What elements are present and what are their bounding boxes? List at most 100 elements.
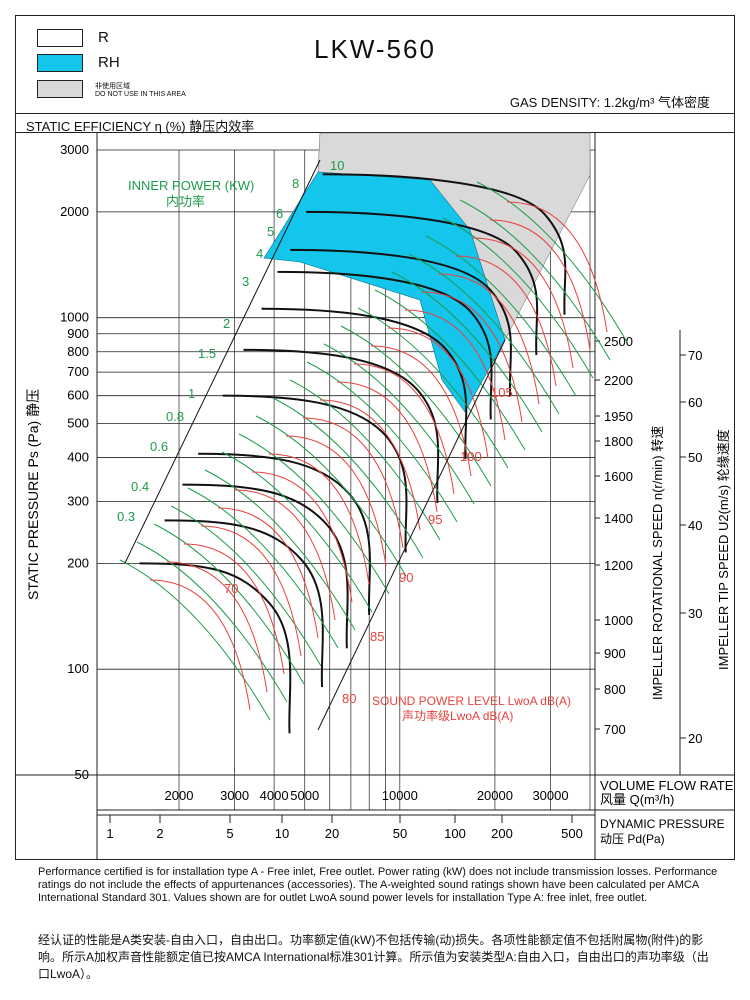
sound-curve [353, 363, 455, 495]
power-label: 0.4 [131, 479, 149, 494]
power-curve [425, 235, 577, 397]
power-curve [255, 415, 407, 577]
speed-tick-label: 1200 [604, 558, 633, 573]
dyn-tick-label: 500 [561, 826, 583, 841]
legend-label-no-use: 非使用区域 DO NOT USE IN THIS AREA [95, 83, 186, 98]
tip-tick-label: 50 [688, 450, 702, 465]
speed-curve [290, 248, 512, 396]
notes-en: Performance certified is for installatio… [38, 866, 718, 904]
tip-tick-label: 20 [688, 731, 702, 746]
speed-tick-label: 1400 [604, 511, 633, 526]
speed-tick-label: 700 [604, 722, 626, 737]
x-tick-label: 5000 [290, 788, 319, 803]
speed-tick-label: 2500 [604, 334, 633, 349]
dyn-axis-title: DYNAMIC PRESSURE [600, 817, 725, 831]
power-curve [323, 343, 475, 505]
power-curve [170, 505, 322, 667]
y-tick-label: 1000 [60, 310, 89, 325]
x-tick-label: 10000 [382, 788, 418, 803]
dyn-tick-label: 200 [491, 826, 513, 841]
tip-axis-title: IMPELLER TIP SPEED U2(m/s) 轮缘速度 [716, 429, 731, 670]
power-label: 10 [330, 158, 344, 173]
y-tick-label: 800 [67, 344, 89, 359]
speed-tick-label: 1950 [604, 409, 633, 424]
sound-curve [370, 345, 472, 477]
sound-label: 85 [370, 629, 384, 644]
speed-tick-label: 1600 [604, 469, 633, 484]
sound-curve [438, 273, 540, 405]
efficiency-divider [15, 132, 735, 133]
power-curve [459, 199, 611, 361]
speed-curve [261, 307, 468, 460]
sound-curve [455, 255, 557, 387]
sound-curve [251, 471, 353, 603]
x-axis-title-cn: 风量 Q(m³/h) [600, 792, 674, 807]
sound-curve [285, 435, 387, 567]
tip-tick-label: 60 [688, 395, 702, 410]
x-tick-label: 4000 [260, 788, 289, 803]
legend-label-r: R [98, 29, 109, 46]
dyn-tick-label: 100 [444, 826, 466, 841]
efficiency-label: STATIC EFFICIENCY η (%) 静压内效率 [26, 119, 255, 134]
x-tick-label: 2000 [165, 788, 194, 803]
power-curve [391, 271, 543, 433]
power-label: 1 [188, 386, 195, 401]
speed-curve [277, 270, 493, 420]
sound-curve [404, 309, 506, 441]
sound-curve [489, 219, 591, 351]
power-label: 8 [292, 176, 299, 191]
power-label: 0.8 [166, 409, 184, 424]
left-boundary [124, 159, 321, 564]
sound-label: 90 [399, 570, 413, 585]
dyn-tick-label: 2 [156, 826, 163, 841]
power-curve [238, 433, 390, 595]
speed-curve [322, 173, 567, 315]
sound-curve [387, 327, 489, 459]
chart-title: LKW-560 [314, 34, 436, 64]
sound-power-label: SOUND POWER LEVEL LwoA dB(A) [372, 694, 571, 708]
sound-curve [472, 237, 574, 369]
x-tick-label: 20000 [477, 788, 513, 803]
dyn-tick-label: 50 [393, 826, 407, 841]
sound-curve [268, 453, 370, 585]
tip-tick-label: 30 [688, 606, 702, 621]
y-tick-label: 200 [67, 555, 89, 570]
y-tick-label: 100 [67, 661, 89, 676]
power-curve [153, 523, 305, 685]
dyn-tick-label: 5 [226, 826, 233, 841]
sound-label: 70 [224, 581, 238, 596]
y-axis-title: STATIC PRESSURE Ps (Pa) 静压 [25, 389, 41, 600]
speed-curve [243, 348, 440, 504]
power-curve [374, 289, 526, 451]
sound-curve [217, 507, 319, 639]
power-curve [272, 397, 424, 559]
chart-frame [15, 15, 735, 860]
power-curve [306, 361, 458, 523]
x-tick-label: 30000 [532, 788, 568, 803]
sound-curve [506, 201, 608, 333]
y-tick-label: 400 [67, 450, 89, 465]
power-curve [408, 253, 560, 415]
legend-label-rh: RH [98, 54, 120, 71]
power-label: 5 [267, 224, 274, 239]
y-tick-label: 900 [67, 326, 89, 341]
sound-curve [149, 579, 251, 711]
sound-label: 105 [491, 385, 513, 400]
speed-axis-title: IMPELLER ROTATIONAL SPEED n(r/min) 转速 [650, 426, 665, 700]
tip-tick-label: 40 [688, 518, 702, 533]
dyn-tick-label: 10 [275, 826, 289, 841]
inner-power-label: INNER POWER (KW) [128, 178, 254, 193]
speed-curve [306, 210, 539, 356]
power-curve [357, 307, 509, 469]
legend-swatch-rh [37, 54, 83, 72]
power-curve [476, 181, 628, 343]
power-label: 0.6 [150, 439, 168, 454]
speed-tick-label: 800 [604, 682, 626, 697]
legend-swatch-no-use [37, 80, 83, 98]
sound-curve [234, 489, 336, 621]
notes-cn: 经认证的性能是A类安装-自由入口，自由出口。功率额定值(kW)不包括传输(动)损… [38, 933, 709, 981]
power-curve [204, 469, 356, 631]
power-label: 0.3 [117, 509, 135, 524]
speed-tick-label: 1800 [604, 434, 633, 449]
dyn-tick-label: 1 [106, 826, 113, 841]
